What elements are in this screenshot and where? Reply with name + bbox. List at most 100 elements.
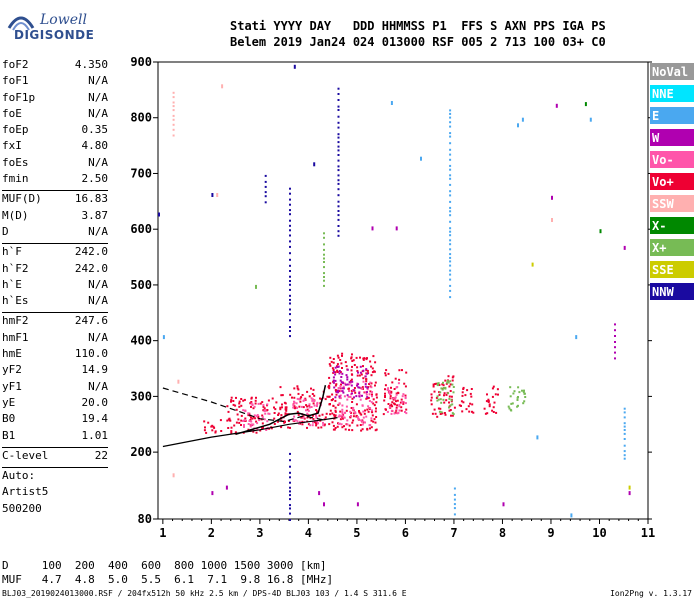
echo-point [472, 411, 475, 414]
echo-point [321, 413, 324, 416]
echo-point [385, 408, 387, 411]
echo-point [404, 385, 407, 388]
echo-point [350, 384, 353, 387]
echo-point [301, 405, 303, 408]
echo-point [356, 424, 359, 427]
param-name: D [2, 224, 9, 238]
echo-point [361, 386, 364, 389]
echo-point [337, 415, 340, 418]
echo-point [341, 390, 344, 393]
echo-point [336, 369, 339, 372]
echo-point [366, 388, 369, 391]
echo-point [294, 419, 297, 422]
echo-point [496, 388, 499, 391]
echo-point [392, 398, 395, 401]
echo-point [397, 382, 400, 385]
echo-point [216, 193, 219, 197]
echo-point [334, 366, 337, 369]
echo-point [448, 401, 450, 404]
echo-point [449, 109, 452, 112]
echo-point [370, 365, 373, 368]
echo-point [172, 109, 175, 112]
echo-point [296, 397, 299, 400]
echo-point [614, 323, 616, 326]
echo-point [404, 394, 407, 397]
echo-point [312, 398, 314, 401]
param-row: foF1 N/A [2, 74, 108, 90]
echo-point [337, 149, 340, 152]
echo-point [462, 388, 465, 390]
legend-swatch [650, 195, 694, 212]
echo-point [289, 494, 291, 497]
echo-point [371, 409, 373, 412]
echo-point [341, 404, 344, 407]
echo-point [362, 380, 365, 383]
echo-point [261, 401, 264, 404]
echo-point [370, 386, 373, 389]
echo-point [516, 399, 519, 401]
echo-point [277, 414, 280, 416]
echo-point [283, 401, 286, 404]
echo-point [372, 398, 375, 401]
echo-point [338, 372, 341, 375]
echo-point [264, 185, 267, 188]
echo-point [391, 381, 394, 384]
echo-point [306, 412, 309, 415]
echo-point [293, 396, 296, 399]
echo-point [341, 367, 343, 369]
echo-point [470, 395, 473, 398]
echo-point [364, 409, 366, 412]
echo-point [430, 399, 433, 402]
echo-point [289, 426, 291, 429]
echo-point [289, 465, 291, 468]
echo-point [242, 409, 245, 412]
echo-point [332, 361, 335, 364]
echo-point [323, 276, 325, 278]
echo-point [336, 363, 339, 366]
echo-point [204, 426, 206, 429]
echo-point [371, 367, 374, 370]
echo-point [263, 407, 266, 410]
echo-point [398, 405, 401, 408]
echo-point [289, 330, 291, 332]
echo-point [312, 421, 314, 424]
echo-point [356, 384, 358, 387]
echo-point [281, 403, 283, 406]
echo-point [449, 404, 452, 407]
echo-point [337, 179, 340, 182]
echo-point [372, 355, 375, 358]
echo-point [263, 418, 266, 421]
echo-point [436, 395, 439, 398]
divider [2, 243, 108, 245]
echo-point [268, 427, 271, 430]
echo-point [298, 405, 301, 408]
echo-point [319, 397, 321, 400]
echo-point [172, 123, 175, 126]
echo-point [391, 401, 394, 404]
echo-point [359, 371, 362, 374]
echo-point [367, 396, 370, 399]
echo-point [449, 256, 452, 259]
param-name: yF1 [2, 379, 22, 393]
echo-point [338, 395, 341, 398]
echo-point [492, 411, 495, 413]
echo-point [235, 396, 237, 399]
echo-point [449, 253, 452, 256]
echo-point [351, 401, 354, 403]
echo-point [449, 243, 452, 246]
y-tick-label: 80 [138, 512, 152, 526]
echo-point [393, 412, 396, 415]
echo-point [289, 498, 291, 501]
echo-point [240, 404, 243, 407]
echo-point [346, 376, 349, 379]
echo-point [388, 392, 391, 394]
echo-point [449, 183, 452, 186]
echo-point [344, 361, 347, 364]
echo-point [292, 403, 295, 406]
echo-point [439, 413, 442, 415]
echo-point [364, 375, 367, 378]
echo-point [299, 397, 302, 400]
echo-point [254, 417, 257, 420]
echo-point [447, 375, 450, 378]
echo-point [395, 409, 398, 412]
